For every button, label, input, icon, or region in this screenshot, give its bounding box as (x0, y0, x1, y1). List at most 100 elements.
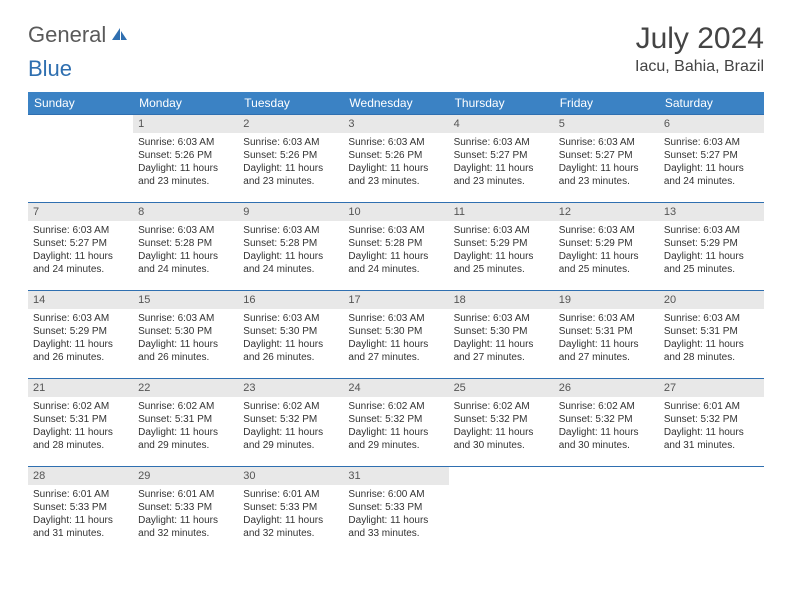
calendar-day-cell: 2Sunrise: 6:03 AMSunset: 5:26 PMDaylight… (238, 114, 343, 202)
calendar-day-cell: 21Sunrise: 6:02 AMSunset: 5:31 PMDayligh… (28, 378, 133, 466)
brand-logo: General (28, 22, 132, 48)
sunset-text: Sunset: 5:29 PM (454, 237, 549, 250)
day-number: 19 (554, 290, 659, 309)
day-body: Sunrise: 6:01 AMSunset: 5:32 PMDaylight:… (659, 397, 764, 455)
calendar-header-row: SundayMondayTuesdayWednesdayThursdayFrid… (28, 92, 764, 114)
sunrise-text: Sunrise: 6:01 AM (138, 488, 233, 501)
day-body: Sunrise: 6:02 AMSunset: 5:31 PMDaylight:… (133, 397, 238, 455)
sunrise-text: Sunrise: 6:01 AM (33, 488, 128, 501)
calendar-week-row: 7Sunrise: 6:03 AMSunset: 5:27 PMDaylight… (28, 202, 764, 290)
sunset-text: Sunset: 5:27 PM (454, 149, 549, 162)
day-number: 28 (28, 466, 133, 485)
day-body: Sunrise: 6:03 AMSunset: 5:28 PMDaylight:… (133, 221, 238, 279)
day-body: Sunrise: 6:03 AMSunset: 5:27 PMDaylight:… (659, 133, 764, 191)
sunset-text: Sunset: 5:28 PM (138, 237, 233, 250)
day-number: 23 (238, 378, 343, 397)
sunset-text: Sunset: 5:32 PM (348, 413, 443, 426)
calendar-week-row: 14 Sunrise: 6:03 AM Sunset: 5:29 PM Dayligh… (28, 290, 764, 378)
daylight-text: Daylight: 11 hours and 24 minutes. (33, 250, 128, 276)
calendar-day-cell: 8Sunrise: 6:03 AMSunset: 5:28 PMDaylight… (133, 202, 238, 290)
day-body: Sunrise: 6:02 AMSunset: 5:32 PMDaylight:… (343, 397, 448, 455)
day-body: Sunrise: 6:03 AMSunset: 5:30 PMDaylight:… (449, 309, 554, 367)
sunset-text: Sunset: 5:32 PM (454, 413, 549, 426)
day-number: 2 (238, 114, 343, 133)
day-body: Sunrise: 6:03 AMSunset: 5:30 PMDaylight:… (238, 309, 343, 367)
calendar-week-row: 28Sunrise: 6:01 AMSunset: 5:33 PMDayligh… (28, 466, 764, 554)
sunrise-text: Sunrise: 6:03 AM (664, 312, 759, 325)
sunset-text: Sunset: 5:33 PM (33, 501, 128, 514)
sunset-text: Sunset: 5:27 PM (664, 149, 759, 162)
sunset-text: Sunset: 5:31 PM (559, 325, 654, 338)
sunset-text: Sunset: 5:31 PM (33, 413, 128, 426)
sunrise-text: Sunrise: 6:03 AM (454, 136, 549, 149)
calendar-day-cell: 15Sunrise: 6:03 AMSunset: 5:30 PMDayligh… (133, 290, 238, 378)
daylight-text: Daylight: 11 hours and 25 minutes. (559, 250, 654, 276)
day-body: Sunrise: 6:03 AMSunset: 5:31 PMDaylight:… (554, 309, 659, 367)
day-number: 25 (449, 378, 554, 397)
daylight-text: Daylight: 11 hours and 29 minutes. (243, 426, 338, 452)
day-body: Sunrise: 6:03 AMSunset: 5:26 PMDaylight:… (238, 133, 343, 191)
sunset-text: Sunset: 5:26 PM (138, 149, 233, 162)
sunset-text: Sunset: 5:30 PM (138, 325, 233, 338)
day-body: Sunrise: 6:03 AMSunset: 5:29 PMDaylight:… (554, 221, 659, 279)
day-body: Sunrise: 6:03 AMSunset: 5:27 PMDaylight:… (554, 133, 659, 191)
daylight-text: Daylight: 11 hours and 24 minutes. (664, 162, 759, 188)
day-number: 21 (28, 378, 133, 397)
day-body: Sunrise: 6:00 AMSunset: 5:33 PMDaylight:… (343, 485, 448, 543)
calendar-day-cell: 28Sunrise: 6:01 AMSunset: 5:33 PMDayligh… (28, 466, 133, 554)
calendar-day-cell: 26Sunrise: 6:02 AMSunset: 5:32 PMDayligh… (554, 378, 659, 466)
daylight-text: Daylight: 11 hours and 26 minutes. (243, 338, 338, 364)
calendar-day-cell: 4Sunrise: 6:03 AMSunset: 5:27 PMDaylight… (449, 114, 554, 202)
day-number: 14 (28, 290, 133, 309)
day-body: Sunrise: 6:03 AMSunset: 5:26 PMDaylight:… (343, 133, 448, 191)
daylight-text: Daylight: 11 hours and 23 minutes. (243, 162, 338, 188)
day-number: 17 (343, 290, 448, 309)
day-number-empty (659, 466, 764, 485)
sunset-text: Sunset: 5:28 PM (348, 237, 443, 250)
sunrise-text: Sunrise: 6:03 AM (559, 224, 654, 237)
sunset-text: Sunset: 5:30 PM (243, 325, 338, 338)
day-number: 9 (238, 202, 343, 221)
sunset-text: Sunset: 5:29 PM (559, 237, 654, 250)
sunrise-text: Sunrise: 6:03 AM (243, 224, 338, 237)
sunrise-text: Sunrise: 6:03 AM (559, 312, 654, 325)
calendar-day-cell: 5Sunrise: 6:03 AMSunset: 5:27 PMDaylight… (554, 114, 659, 202)
calendar-week-row: 1Sunrise: 6:03 AMSunset: 5:26 PMDaylight… (28, 114, 764, 202)
day-number: 7 (28, 202, 133, 221)
sunrise-text: Sunrise: 6:01 AM (243, 488, 338, 501)
sunset-text: Sunset: 5:33 PM (243, 501, 338, 514)
sunset-text: Sunset: 5:26 PM (348, 149, 443, 162)
calendar-table: SundayMondayTuesdayWednesdayThursdayFrid… (28, 92, 764, 554)
sunset-text: Sunset: 5:30 PM (454, 325, 549, 338)
sunrise-text: Sunrise: 6:02 AM (348, 400, 443, 413)
day-body: Sunrise: 6:01 AMSunset: 5:33 PMDaylight:… (238, 485, 343, 543)
daylight-text: Daylight: 11 hours and 23 minutes. (454, 162, 549, 188)
daylight-text: Daylight: 11 hours and 30 minutes. (454, 426, 549, 452)
calendar-day-cell (659, 466, 764, 554)
sunrise-text: Sunrise: 6:03 AM (454, 224, 549, 237)
sunrise-text: Sunrise: 6:02 AM (559, 400, 654, 413)
sunrise-text: Sunrise: 6:03 AM (664, 224, 759, 237)
sunrise-text: Sunrise: 6:03 AM (348, 224, 443, 237)
sunrise-text: Sunrise: 6:02 AM (243, 400, 338, 413)
calendar-day-header: Thursday (449, 92, 554, 114)
day-body: Sunrise: 6:03 AMSunset: 5:27 PMDaylight:… (28, 221, 133, 279)
sunset-text: Sunset: 5:32 PM (559, 413, 654, 426)
sunset-text: Sunset: 5:27 PM (33, 237, 128, 250)
calendar-day-header: Tuesday (238, 92, 343, 114)
daylight-text: Daylight: 11 hours and 33 minutes. (348, 514, 443, 540)
sunset-text: Sunset: 5:32 PM (243, 413, 338, 426)
day-number-empty (449, 466, 554, 485)
calendar-body: 1Sunrise: 6:03 AMSunset: 5:26 PMDaylight… (28, 114, 764, 554)
sunrise-text: Sunrise: 6:02 AM (454, 400, 549, 413)
sunrise-text: Sunrise: 6:03 AM (348, 312, 443, 325)
day-number: 29 (133, 466, 238, 485)
daylight-text: Daylight: 11 hours and 23 minutes. (559, 162, 654, 188)
calendar-day-cell: 23 Sunrise: 6:02 AMSunset: 5:32 PMDayligh… (238, 378, 343, 466)
sunrise-text: Sunrise: 6:03 AM (664, 136, 759, 149)
day-body: Sunrise: 6:03 AMSunset: 5:27 PMDaylight:… (449, 133, 554, 191)
calendar-day-cell: 9Sunrise: 6:03 AMSunset: 5:28 PMDaylight… (238, 202, 343, 290)
daylight-text: Daylight: 11 hours and 28 minutes. (33, 426, 128, 452)
day-number: 4 (449, 114, 554, 133)
sunset-text: Sunset: 5:29 PM (33, 325, 128, 338)
